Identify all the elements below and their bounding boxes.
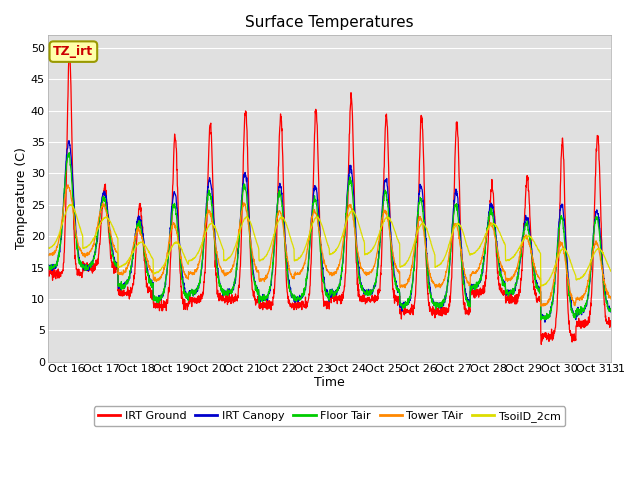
IRT Ground [607,322,615,327]
IRT Canopy [100,188,108,194]
Floor Tair [65,150,73,156]
Line: Floor Tair: Floor Tair [48,153,611,320]
IRT Ground [66,48,74,54]
Line: IRT Ground: IRT Ground [48,51,611,345]
X-axis label: Time: Time [314,376,345,389]
Tower TAir [222,271,230,277]
TsoilD_2cm [607,268,615,274]
Floor Tair [537,317,545,323]
Floor Tair [100,198,108,204]
Line: TsoilD_2cm: TsoilD_2cm [48,204,611,286]
Floor Tair [607,307,615,312]
IRT Canopy [222,291,230,297]
IRT Canopy [499,278,507,284]
IRT Ground [600,285,607,290]
Tower TAir [64,182,72,188]
Floor Tair [222,292,230,298]
Tower TAir [44,252,52,258]
Tower TAir [600,272,607,278]
Tower TAir [539,303,547,309]
IRT Ground [364,297,371,303]
IRT Ground [538,342,545,348]
IRT Canopy [541,319,548,325]
IRT Ground [499,291,507,297]
Tower TAir [100,204,108,209]
Tower TAir [364,271,371,276]
Text: TZ_irt: TZ_irt [53,45,93,58]
Tower TAir [499,268,507,274]
Title: Surface Temperatures: Surface Temperatures [245,15,413,30]
TsoilD_2cm [600,251,607,257]
IRT Canopy [65,138,73,144]
TsoilD_2cm [44,246,52,252]
Floor Tair [531,272,539,278]
Floor Tair [499,279,507,285]
TsoilD_2cm [531,241,539,247]
IRT Canopy [600,270,607,276]
IRT Ground [44,266,52,272]
Line: Tower TAir: Tower TAir [48,185,611,306]
TsoilD_2cm [499,238,507,243]
Floor Tair [364,289,371,295]
IRT Canopy [607,306,615,312]
IRT Ground [222,294,230,300]
Tower TAir [531,264,539,270]
TsoilD_2cm [100,215,108,221]
TsoilD_2cm [537,283,545,289]
Line: IRT Canopy: IRT Canopy [48,141,611,322]
TsoilD_2cm [67,202,75,207]
IRT Canopy [364,288,371,294]
IRT Canopy [44,264,52,270]
Y-axis label: Temperature (C): Temperature (C) [15,147,28,250]
TsoilD_2cm [222,257,230,263]
Floor Tair [44,263,52,268]
IRT Ground [100,185,108,191]
IRT Ground [531,287,539,292]
IRT Canopy [531,271,539,276]
Legend: IRT Ground, IRT Canopy, Floor Tair, Tower TAir, TsoilD_2cm: IRT Ground, IRT Canopy, Floor Tair, Towe… [93,407,565,426]
Tower TAir [607,296,615,302]
TsoilD_2cm [364,251,371,256]
Floor Tair [600,280,607,286]
